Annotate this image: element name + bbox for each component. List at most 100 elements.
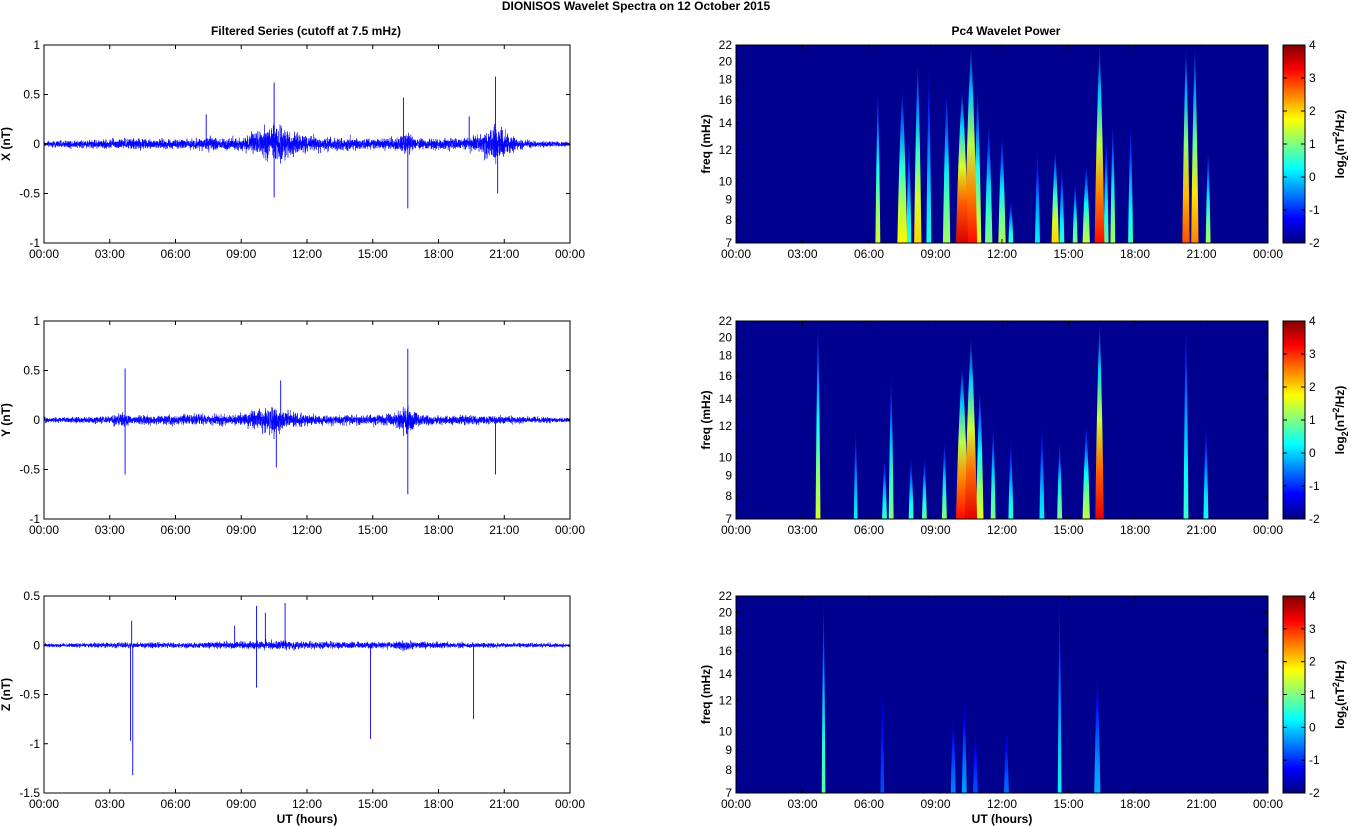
spectrum-2-ytick-label: 12 <box>719 419 733 433</box>
spectrum-1-burst <box>914 61 922 244</box>
series-z-plot-area <box>44 596 570 793</box>
spectrum-3-xlabel: UT (hours) <box>972 812 1033 826</box>
series-x-panel: 1 0.5 0 -0.5 -1 X (nT) <box>0 38 571 250</box>
spectrum-2-burst <box>956 365 969 519</box>
spectrum-2-ylabel: freq (mHz) <box>699 390 713 449</box>
spectrum-1-ytick-label: 22 <box>719 38 733 52</box>
spectrum-1-ytick-label: 12 <box>719 143 733 157</box>
series-x-xtick-label: 15:00 <box>358 247 388 261</box>
spectrum-1-burst <box>985 123 993 243</box>
spectrum-1-xtick-label: 15:00 <box>1053 247 1083 261</box>
spectrum-3-ytick-label: 20 <box>719 605 733 619</box>
spectrum-3-ytick-label: 12 <box>719 693 733 707</box>
spectrum-1-colorbar-label: -2 <box>1309 236 1320 250</box>
spectrum-1-xtick-label: 00:00 <box>1253 247 1283 261</box>
series-x-line <box>43 122 571 165</box>
series-y-ytick-label: -0.5 <box>19 463 40 477</box>
spectrum-3-xtick-label: 15:00 <box>1053 797 1083 811</box>
spectrum-3-xtick-label: 18:00 <box>1120 797 1150 811</box>
spectrum-2-colorbar-label: -1 <box>1309 479 1320 493</box>
spectrum-3-burst <box>961 700 967 793</box>
series-z-xtick-label: 06:00 <box>160 797 190 811</box>
series-x-xtick-label: 21:00 <box>489 247 519 261</box>
spectrum-3-background <box>736 596 1268 793</box>
spectrum-3-ytick-label: 10 <box>719 725 733 739</box>
spectrum-1-burst <box>1094 45 1105 243</box>
spectrum-1-ytick-label: 10 <box>719 174 733 188</box>
series-z-xtick-label: 21:00 <box>489 797 519 811</box>
series-z-panel: 0.5 0 -0.5 -1 -1.5 Z (nT) <box>0 589 571 800</box>
spectrum-2-xtick-label: 03:00 <box>787 523 817 537</box>
spectrum-3-ytick-label: 9 <box>725 743 732 757</box>
spectrum-2-burst <box>1008 440 1014 519</box>
spectrum-1-burst <box>906 135 912 243</box>
spectrum-1-ytick-label: 7 <box>725 236 732 250</box>
spectrum-2-ytick-label: 7 <box>725 512 732 526</box>
spectrum-1-xtick-label: 06:00 <box>854 247 884 261</box>
spectrum-3-ytick-label: 8 <box>725 763 732 777</box>
spectrum-2-burst <box>1183 321 1189 519</box>
spectrum-3-colorbar-label: -2 <box>1309 786 1320 800</box>
spectrum-3-burst <box>1094 673 1101 793</box>
spectrum-1-burst <box>926 70 932 243</box>
spectrum-1-ytick-label: 9 <box>725 193 732 207</box>
spectrum-1-ytick-label: 18 <box>719 73 733 87</box>
spectrum-3-xtick-label: 09:00 <box>920 797 950 811</box>
series-z-xtick-label: 15:00 <box>358 797 388 811</box>
series-y-ytick-label: 1 <box>33 314 40 328</box>
spectrum-2-burst <box>964 337 978 519</box>
spectrum-1-xtick-label: 03:00 <box>787 247 817 261</box>
spectrum-2-colorbar-label: 1 <box>1309 413 1316 427</box>
spectrum-2-burst <box>888 376 894 519</box>
spectrum-1-panel: 22 20 18 16 14 12 10 9 8 7 freq (mHz) <box>699 38 1269 250</box>
spectrum-3-colorbar-label: 1 <box>1309 688 1316 702</box>
spectrum-3-xtick-label: 06:00 <box>854 797 884 811</box>
spectrum-2-ytick-label: 20 <box>719 330 733 344</box>
spectrum-2-xtick-label: 09:00 <box>920 523 950 537</box>
series-x-xtick-label: 00:00 <box>29 247 59 261</box>
spectrum-2-ytick-label: 16 <box>719 369 733 383</box>
series-x-ylabel: X (nT) <box>0 127 13 161</box>
spectrum-1-ytick-label: 20 <box>719 54 733 68</box>
spectrum-2-colorbar-title: log2(nT2/Hz) <box>1331 386 1350 455</box>
spectrum-2-ytick-label: 10 <box>719 450 733 464</box>
spectrum-2-burst <box>921 457 927 519</box>
spectrum-1-burst <box>956 89 969 244</box>
spectrum-2-xtick-label: 18:00 <box>1120 523 1150 537</box>
series-z-ytick-label: -0.5 <box>19 688 40 702</box>
spectrum-1-xtick-label: 09:00 <box>920 247 950 261</box>
spectrum-1-xtick-label: 18:00 <box>1120 247 1150 261</box>
spectrum-1-ytick-label: 8 <box>725 213 732 227</box>
spectrum-1-burst <box>1103 135 1109 243</box>
series-y-xtick-label: 03:00 <box>95 523 125 537</box>
series-y-xtick-label: 15:00 <box>358 523 388 537</box>
spectrum-2-burst <box>908 457 914 519</box>
spectrum-2-xtick-label: 00:00 <box>1253 523 1283 537</box>
spectrum-2-burst <box>941 440 947 519</box>
spectrum-1-burst <box>1191 45 1199 243</box>
spectrum-3-burst <box>972 731 978 793</box>
spectrum-2-ytick-label: 22 <box>719 314 733 328</box>
series-z-xtick-label: 12:00 <box>292 797 322 811</box>
series-z-xtick-label: 00:00 <box>555 797 585 811</box>
spectrum-2-burst <box>1039 425 1045 519</box>
spectrum-2-burst <box>976 387 984 519</box>
spectrum-1-colorbar-title: log2(nT2/Hz) <box>1331 110 1350 179</box>
spectrum-1-xtick-label: 12:00 <box>987 247 1017 261</box>
spectrum-3-xtick-label: 03:00 <box>787 797 817 811</box>
spectrum-3-colorbar-label: 4 <box>1309 589 1316 603</box>
spectrum-2-ytick-label: 9 <box>725 469 732 483</box>
series-y-ytick-label: 0.5 <box>23 364 40 378</box>
series-x-ytick-label: 0.5 <box>23 88 40 102</box>
series-z-ytick-label: 0.5 <box>23 589 40 603</box>
spectrum-3-burst <box>821 596 826 793</box>
series-y-xtick-label: 18:00 <box>423 523 453 537</box>
spectrum-2-xtick-label: 06:00 <box>854 523 884 537</box>
series-x-ytick-label: -0.5 <box>19 187 40 201</box>
spectrum-3-burst <box>1057 596 1062 793</box>
spectrum-2-ytick-label: 8 <box>725 489 732 503</box>
series-x-xtick-label: 06:00 <box>160 247 190 261</box>
series-x-xtick-label: 12:00 <box>292 247 322 261</box>
series-y-line <box>43 405 571 439</box>
spectrum-2-burst <box>815 321 821 519</box>
